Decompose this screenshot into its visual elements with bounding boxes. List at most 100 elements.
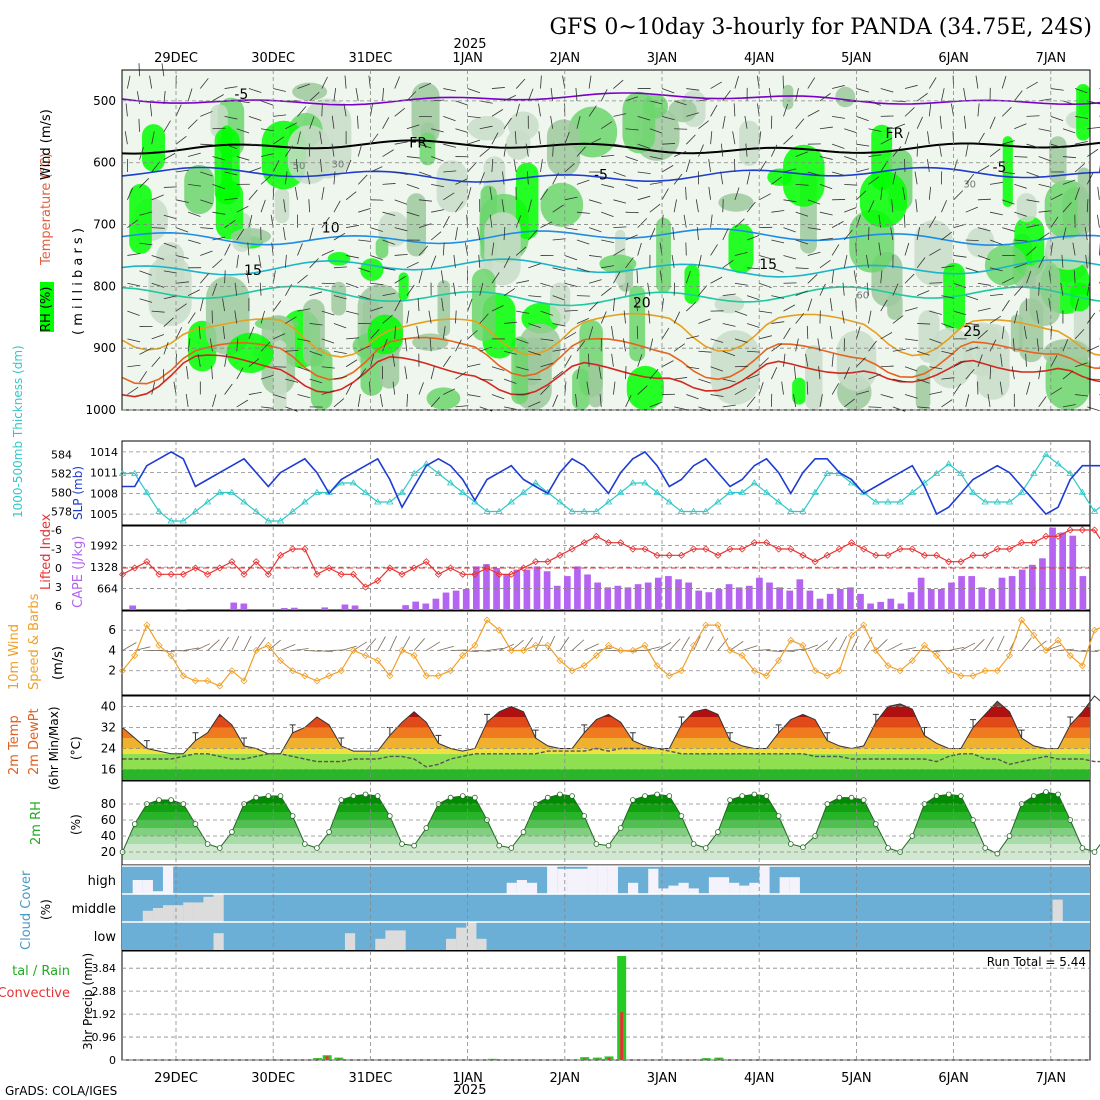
wind10-speed-marker bbox=[799, 641, 807, 649]
wind-barb bbox=[746, 171, 751, 185]
wind10-barb bbox=[826, 637, 838, 651]
wind-barb bbox=[516, 338, 529, 344]
wind-barb bbox=[552, 143, 554, 157]
wind-barb bbox=[552, 394, 559, 408]
wind-barb bbox=[1086, 312, 1096, 324]
wind-barb bbox=[321, 249, 334, 256]
wind-barb bbox=[259, 282, 262, 296]
rh2m-marker bbox=[423, 825, 430, 831]
wind-barb bbox=[868, 128, 882, 132]
wind-barb bbox=[346, 337, 360, 340]
cloud-bar-high bbox=[597, 866, 608, 894]
cloud-ylabel: Cloud Cover bbox=[19, 870, 34, 950]
wind10-speed-marker bbox=[240, 677, 248, 685]
cloud-ylabel-unit: (%) bbox=[39, 899, 53, 920]
wind-barb bbox=[1038, 183, 1052, 188]
wind-barb bbox=[209, 338, 213, 352]
rh2m-marker bbox=[860, 797, 867, 803]
wind10-barb bbox=[754, 649, 771, 651]
wind10-speed-marker bbox=[532, 641, 540, 649]
cloud-bar-middle bbox=[152, 908, 164, 922]
wind-barb bbox=[722, 293, 736, 297]
rh2m-marker bbox=[885, 845, 891, 851]
slp-tick-label: 1008 bbox=[90, 487, 118, 500]
wind-barb bbox=[649, 227, 656, 241]
wind-barb bbox=[819, 183, 833, 190]
wind-barb bbox=[708, 186, 711, 200]
cape-bar bbox=[776, 587, 783, 610]
wind-barb bbox=[224, 197, 238, 201]
rh-ylabel: 2m RH bbox=[29, 801, 44, 845]
wind-barb bbox=[1026, 81, 1038, 89]
wind-barb bbox=[260, 341, 271, 352]
wind-barb bbox=[1075, 140, 1088, 145]
wind-barb bbox=[953, 190, 964, 201]
cape-bar bbox=[129, 605, 136, 610]
wind-barb bbox=[394, 171, 408, 175]
cloud-bar-middle bbox=[173, 905, 184, 922]
cloud-bar-high bbox=[162, 866, 174, 894]
wind10-speed-marker bbox=[386, 672, 394, 680]
lifted-index-marker bbox=[483, 564, 491, 572]
isotherm-label: 15 bbox=[244, 263, 262, 279]
thickness-marker bbox=[337, 479, 345, 486]
wind-barb bbox=[139, 211, 153, 216]
wind10-barb bbox=[486, 648, 503, 651]
wind10-barb bbox=[219, 636, 229, 651]
precip-convective-bar bbox=[325, 1056, 329, 1060]
cape-bar bbox=[493, 568, 500, 610]
wind-barb bbox=[491, 87, 505, 89]
cape-bar bbox=[705, 592, 713, 610]
wind-barb bbox=[977, 354, 983, 367]
wind-barb bbox=[1026, 270, 1032, 284]
wind-barb bbox=[125, 103, 128, 117]
rh2m-marker bbox=[326, 829, 332, 835]
wind-barb bbox=[819, 211, 833, 216]
wind-barb bbox=[528, 295, 542, 298]
rh-shading bbox=[426, 387, 461, 410]
thickness-ylabel: 1000-500mb Thickness (dm) bbox=[11, 345, 25, 518]
date-label-top: 3JAN bbox=[647, 51, 678, 66]
wind-barb bbox=[843, 367, 850, 380]
thickness-marker bbox=[459, 488, 467, 495]
wind-barb bbox=[187, 338, 191, 352]
credit-label: GrADS: COLA/IGES bbox=[5, 1084, 117, 1098]
wind-barb bbox=[188, 152, 201, 157]
wind-barb bbox=[1023, 326, 1027, 339]
wind-barb bbox=[613, 298, 615, 312]
cape-tick-label: 664 bbox=[97, 583, 118, 596]
wind10-speed-marker bbox=[1042, 646, 1050, 655]
rh2m-marker bbox=[945, 791, 952, 798]
wind-barb bbox=[844, 207, 857, 213]
wind-barb bbox=[977, 255, 991, 261]
thickness-marker bbox=[288, 507, 297, 514]
wind-barb bbox=[1050, 216, 1059, 228]
wind-barb bbox=[319, 159, 323, 173]
wind-barb bbox=[965, 173, 975, 185]
wind-barb bbox=[260, 153, 274, 157]
wind-barb bbox=[467, 88, 481, 94]
wind-barb bbox=[124, 131, 128, 145]
dewpoint-line bbox=[122, 747, 1100, 768]
wind10-speed-marker bbox=[775, 657, 783, 665]
wind-barb bbox=[746, 295, 760, 301]
rh2m-marker bbox=[131, 821, 138, 827]
wind-barb bbox=[576, 317, 590, 324]
rh2m-marker bbox=[472, 794, 478, 801]
rh-tick-label: 40 bbox=[101, 829, 116, 843]
wind10-speed-marker bbox=[459, 651, 467, 660]
wind-barb bbox=[587, 353, 590, 367]
thickness-marker bbox=[361, 488, 370, 495]
precip-tick-label: 2.88 bbox=[92, 985, 117, 998]
lifted-index-marker bbox=[981, 551, 989, 559]
rh2m-marker bbox=[617, 825, 624, 831]
wind-barb bbox=[175, 136, 187, 145]
wind-barb bbox=[734, 218, 745, 228]
upper-air-ylabel-rh: RH (%) bbox=[39, 287, 54, 332]
rh2m-marker bbox=[1079, 845, 1086, 851]
wind-barb bbox=[357, 143, 363, 157]
wind-barb bbox=[868, 100, 881, 106]
wind-barb bbox=[941, 399, 953, 408]
cape-bar bbox=[412, 601, 420, 610]
lifted-index-marker bbox=[167, 570, 175, 578]
